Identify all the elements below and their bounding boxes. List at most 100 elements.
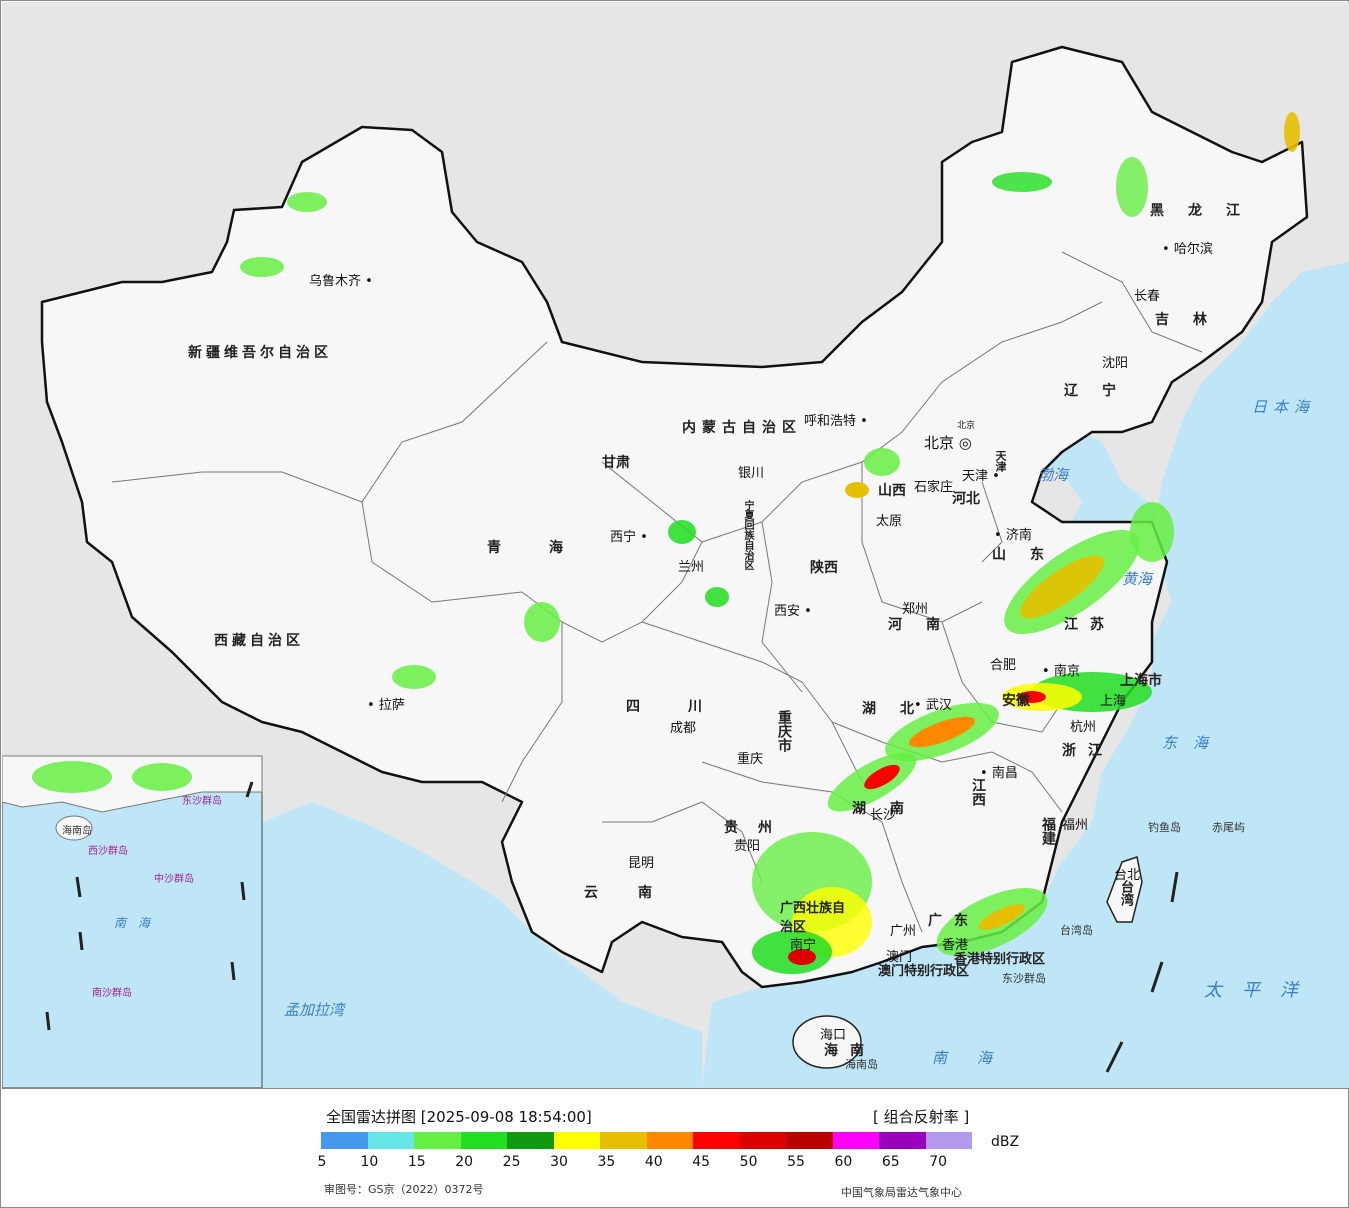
legend-swatch — [367, 1132, 414, 1149]
legend-swatch — [600, 1132, 647, 1149]
legend-tick-label: 45 — [692, 1154, 711, 1170]
city-label-hefei: 合肥 — [990, 658, 1017, 673]
city-label-macau: 澳门 — [886, 950, 913, 965]
province-label-guangxi: 广西壮族自治区 — [780, 901, 846, 935]
province-label-taiwan: 台湾 — [1118, 880, 1133, 906]
province-label-jiangxi: 江西 — [970, 778, 986, 806]
province-label-hunan: 湖南 — [852, 801, 928, 817]
legend-tick-label: 35 — [597, 1154, 616, 1170]
legend-tick-label: 15 — [407, 1154, 426, 1170]
inset-label-dongsha: 东沙群岛 — [182, 796, 222, 807]
legend-product: [ 组合反射率 ] — [873, 1108, 970, 1126]
nine-dash-line — [45, 781, 1179, 1073]
city-label-chongqing: 重庆 — [737, 752, 764, 767]
taiwan-island — [1106, 856, 1143, 923]
province-label-sichuan: 四川 — [626, 699, 750, 715]
sea-label-south: 南海 — [932, 1049, 1023, 1067]
province-label-tianjin: 天津 — [994, 450, 1007, 472]
legend-color-bar — [321, 1132, 972, 1149]
province-label-guangdong: 广东 — [928, 913, 980, 929]
city-label-tianjin: 天津 • — [962, 469, 1000, 484]
province-label-hubei: 湖北 — [862, 701, 938, 717]
sea-label-yellow: 黄海 — [1122, 570, 1153, 588]
legend-swatch — [832, 1132, 879, 1149]
province-label-liaoning: 辽宁 — [1064, 383, 1140, 399]
province-label-xinjiang: 新疆维吾尔自治区 — [188, 345, 332, 361]
city-label-kunming: 昆明 — [628, 856, 655, 871]
city-label-fuzhou: 福州 — [1062, 818, 1089, 833]
china-map-svg — [2, 45, 1349, 1088]
province-label-fujian: 福建 — [1040, 817, 1056, 845]
legend-tick-label: 40 — [644, 1154, 663, 1170]
city-label-harbin: • 哈尔滨 — [1162, 242, 1213, 257]
sea-label-bengal: 孟加拉湾 — [284, 1001, 345, 1019]
sea-label-pacific: 太平洋 — [1204, 980, 1318, 1001]
legend-unit: dBZ — [991, 1134, 1020, 1150]
city-label-haikou: 海口 — [820, 1028, 847, 1043]
sea-east — [702, 262, 1349, 1088]
province-label-heilongjiang: 黑龙江 — [1150, 203, 1264, 219]
city-label-shijiazhuang: 石家庄 — [914, 480, 954, 495]
inset-label-south-sea: 南海 — [114, 916, 163, 930]
province-label-hainan: 海南 — [824, 1043, 876, 1059]
province-label-qinghai: 青海 — [487, 540, 611, 556]
legend-tick-label: 65 — [881, 1154, 900, 1170]
city-label-jinan: • 济南 — [994, 528, 1032, 543]
sea-bay-of-bengal — [262, 802, 702, 1088]
city-label-nanning: 南宁 — [790, 938, 817, 953]
province-label-shandong: 山东 — [992, 547, 1068, 563]
island-label-diaoyu: 钓鱼岛 — [1148, 821, 1181, 834]
island-label-hksar: 香港特别行政区 — [954, 952, 1046, 967]
legend-swatch — [414, 1132, 461, 1149]
legend-tick-label: 60 — [834, 1154, 853, 1170]
city-label-shanghai: 上海 — [1100, 694, 1127, 709]
inset-label-zhongsha: 中沙群岛 — [154, 874, 194, 885]
province-label-anhui: 安徽 — [1002, 693, 1030, 709]
city-label-wuhan: • 武汉 — [914, 698, 952, 713]
legend-swatch — [460, 1132, 507, 1149]
city-label-guangzhou: 广州 — [890, 924, 917, 939]
city-label-shenyang: 沈阳 — [1102, 356, 1129, 371]
legend-swatch — [739, 1132, 786, 1149]
legend-tick-label: 5 — [317, 1154, 327, 1170]
legend-tick-label: 55 — [787, 1154, 805, 1170]
province-label-neimenggu: 内蒙古自治区 — [682, 420, 802, 436]
province-label-guizhou: 贵州 — [724, 820, 792, 836]
city-label-changchun: 长春 — [1134, 289, 1161, 304]
province-label-ningxia: 宁夏回族自治区 — [742, 500, 753, 570]
inset-frame — [2, 755, 263, 1088]
city-label-taiyuan: 太原 — [876, 514, 903, 529]
city-label-xian: 西安 • — [774, 604, 812, 619]
inset-label-hainan: 海南岛 — [62, 826, 92, 837]
island-label-macaosar: 澳门特别行政区 — [878, 964, 970, 979]
province-label-yunnan: 云南 — [584, 885, 692, 901]
review-number: 审图号：GS京（2022）0372号 — [324, 1183, 484, 1196]
province-label-shanxi: 山西 — [878, 483, 906, 499]
radar-echoes — [32, 112, 1300, 974]
inset-label-xisha: 西沙群岛 — [88, 846, 128, 857]
province-label-jiangsu: 江苏 — [1064, 617, 1116, 633]
sea-label-east: 东海 — [1162, 734, 1225, 752]
city-label-hangzhou: 杭州 — [1070, 720, 1097, 735]
legend-swatch — [553, 1132, 600, 1149]
legend-swatch — [693, 1132, 740, 1149]
legend-tick-label: 70 — [929, 1154, 948, 1170]
island-label-taiwan: 台湾岛 — [1060, 924, 1093, 937]
city-label-taipei: 台北 — [1114, 868, 1141, 883]
island-label-hainan: 海南岛 — [845, 1058, 878, 1071]
city-label-nanchang: • 南昌 — [980, 766, 1018, 781]
radar-map: 新疆维吾尔自治区 西藏自治区 青海 甘肃 内蒙古自治区 黑龙江 吉林 辽宁 河北… — [2, 2, 1349, 1089]
legend-swatch — [321, 1132, 368, 1149]
province-label-shaanxi: 陕西 — [810, 560, 838, 576]
province-label-zhejiang: 浙江 — [1062, 743, 1114, 759]
province-label-jilin: 吉林 — [1155, 312, 1231, 328]
city-label-urumqi: 乌鲁木齐 • — [309, 274, 373, 289]
province-label-hebei: 河北 — [952, 491, 980, 507]
legend-swatch — [879, 1132, 926, 1149]
hainan-island — [792, 1015, 862, 1069]
sea-label-bohai: 渤海 — [1038, 466, 1069, 484]
city-label-yinchuan: 银川 — [738, 466, 765, 481]
province-label-beijing: 北京 — [957, 421, 976, 431]
legend-title: 全国雷达拼图 [2025-09-08 18:54:00] — [326, 1108, 592, 1126]
